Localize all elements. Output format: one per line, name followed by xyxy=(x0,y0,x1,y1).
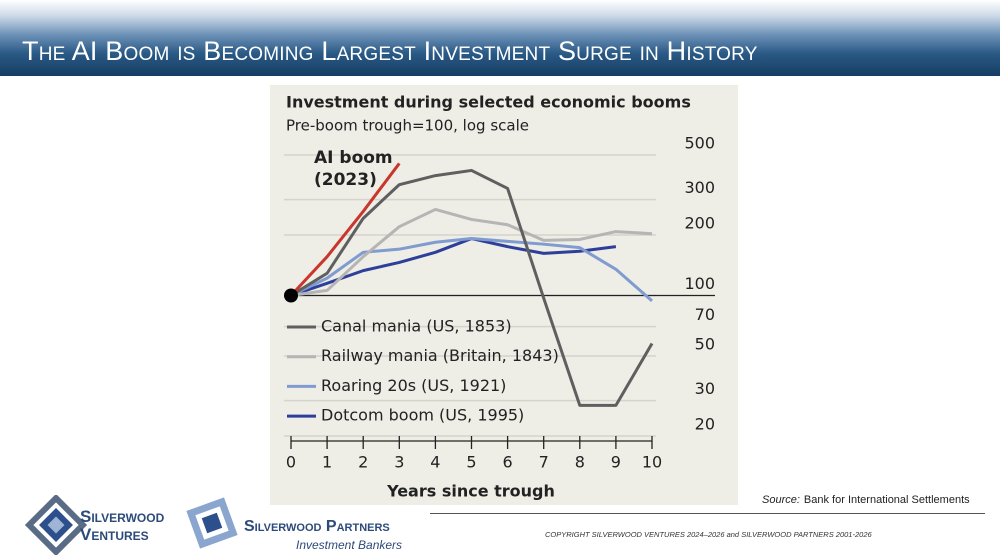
y-tick-label: 100 xyxy=(684,274,715,293)
y-tick-label: 200 xyxy=(684,213,715,232)
x-tick-label: 1 xyxy=(322,453,332,472)
y-tick-label: 30 xyxy=(695,379,715,398)
ventures-logo-mark xyxy=(24,495,88,555)
partners-logo: Silverwood Partners Investment Bankers xyxy=(244,518,402,554)
x-tick-label: 9 xyxy=(611,453,621,472)
x-tick-label: 10 xyxy=(642,453,662,472)
x-tick-label: 7 xyxy=(539,453,549,472)
x-tick-label: 0 xyxy=(286,453,296,472)
legend-label: Canal mania (US, 1853) xyxy=(321,317,512,336)
series-line xyxy=(290,168,654,407)
chart-subtitle: Pre-boom trough=100, log scale xyxy=(286,117,529,135)
x-tick-label: 2 xyxy=(358,453,368,472)
y-tick-label: 300 xyxy=(684,178,715,197)
series-line xyxy=(290,237,653,303)
x-tick-label: 5 xyxy=(466,453,476,472)
x-tick-label: 4 xyxy=(430,453,440,472)
series-line xyxy=(290,207,653,297)
logos xyxy=(24,495,238,555)
series-line xyxy=(289,162,401,297)
slide-title: The AI Boom is Becoming Largest Investme… xyxy=(22,36,758,66)
legend-label: Railway mania (Britain, 1843) xyxy=(321,346,559,365)
header-banner: The AI Boom is Becoming Largest Investme… xyxy=(0,0,1000,76)
logo-line: Ventures xyxy=(80,525,149,544)
legend-label: Roaring 20s (US, 1921) xyxy=(321,376,506,395)
logo-line: Silverwood xyxy=(80,507,165,526)
y-tick-label: 20 xyxy=(695,415,715,434)
series-annotation: AI boom (2023) xyxy=(314,148,393,190)
y-tick-label: 50 xyxy=(695,335,715,354)
x-tick-label: 6 xyxy=(503,453,513,472)
y-tick-label: 70 xyxy=(695,305,715,324)
logo-line: Investment Bankers xyxy=(296,538,403,552)
chart-title: Investment during selected economic boom… xyxy=(286,93,691,112)
footer-rule xyxy=(430,513,985,514)
legend-label: Dotcom boom (US, 1995) xyxy=(321,406,524,425)
x-axis-label: Years since trough xyxy=(386,482,555,501)
ventures-logo: Silverwood Ventures xyxy=(80,508,164,544)
source-label: Source: xyxy=(762,494,800,506)
y-tick-label: 500 xyxy=(684,134,715,153)
x-tick-label: 3 xyxy=(394,453,404,472)
logo-line: Silverwood Partners xyxy=(244,518,390,535)
source: Source: Bank for International Settlement… xyxy=(762,494,970,506)
partners-logo-mark xyxy=(186,497,238,549)
copyright: COPYRIGHT SILVERWOOD VENTURES 2024–2026 … xyxy=(545,530,872,539)
source-text: Bank for International Settlements xyxy=(803,494,970,506)
origin-marker xyxy=(284,288,298,303)
series-line xyxy=(290,237,617,297)
x-tick-label: 8 xyxy=(575,453,585,472)
